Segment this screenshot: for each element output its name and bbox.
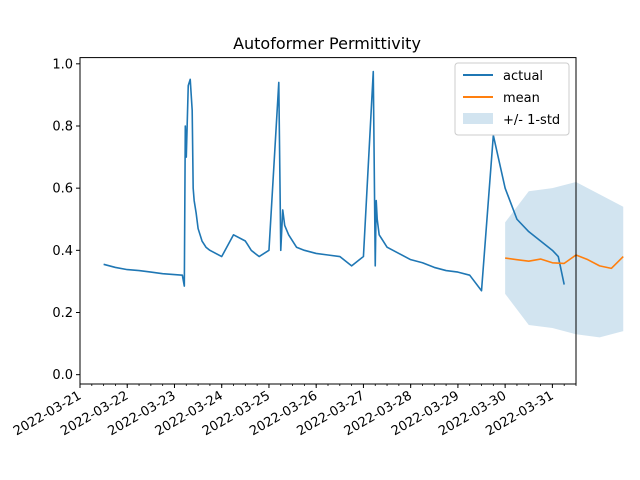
y-tick-label: 0.4 <box>52 244 73 259</box>
chart-title: Autoformer Permittivity <box>233 34 421 53</box>
legend: actual mean +/- 1-std <box>454 62 570 136</box>
legend-mean-label: mean <box>503 91 540 106</box>
series-line-actual <box>103 70 565 292</box>
series-line-mean <box>505 254 624 270</box>
y-tick-label: 0.6 <box>52 182 73 197</box>
plot-area <box>103 70 624 338</box>
legend-band-swatch <box>463 113 493 124</box>
y-tick-label: 1.0 <box>52 57 73 72</box>
legend-actual-label: actual <box>503 69 543 84</box>
std-band <box>505 181 624 338</box>
y-tick-label: 0.0 <box>52 368 73 383</box>
y-tick-label: 0.8 <box>52 119 73 134</box>
legend-box <box>454 62 570 136</box>
y-axis: 0.0 0.2 0.4 0.6 0.8 1.0 <box>52 57 80 383</box>
legend-band-label: +/- 1-std <box>503 113 560 128</box>
y-tick-label: 0.2 <box>52 306 73 321</box>
